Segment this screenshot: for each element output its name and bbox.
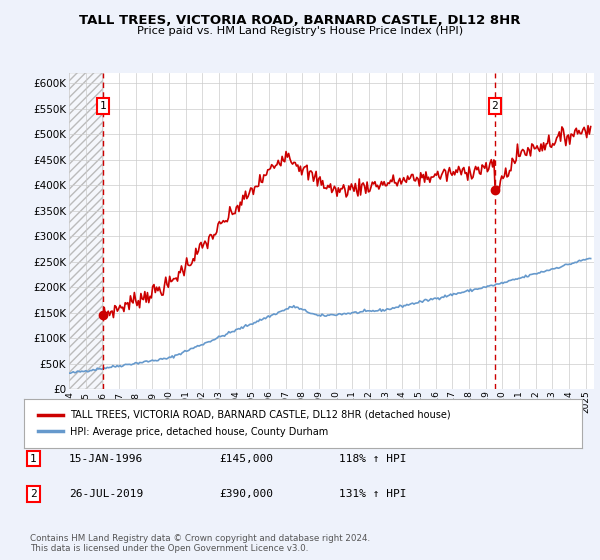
Text: 2: 2 [30, 489, 37, 499]
Text: 1: 1 [100, 101, 106, 111]
Text: 118% ↑ HPI: 118% ↑ HPI [339, 454, 407, 464]
Text: 15-JAN-1996: 15-JAN-1996 [69, 454, 143, 464]
Text: Price paid vs. HM Land Registry's House Price Index (HPI): Price paid vs. HM Land Registry's House … [137, 26, 463, 36]
Legend: TALL TREES, VICTORIA ROAD, BARNARD CASTLE, DL12 8HR (detached house), HPI: Avera: TALL TREES, VICTORIA ROAD, BARNARD CASTL… [34, 406, 455, 441]
Text: £390,000: £390,000 [219, 489, 273, 499]
Text: TALL TREES, VICTORIA ROAD, BARNARD CASTLE, DL12 8HR: TALL TREES, VICTORIA ROAD, BARNARD CASTL… [79, 14, 521, 27]
Bar [103, 73, 594, 389]
Text: 1: 1 [30, 454, 37, 464]
Bar [69, 73, 103, 389]
Text: £145,000: £145,000 [219, 454, 273, 464]
Text: 131% ↑ HPI: 131% ↑ HPI [339, 489, 407, 499]
Text: Contains HM Land Registry data © Crown copyright and database right 2024.
This d: Contains HM Land Registry data © Crown c… [30, 534, 370, 553]
Text: 2: 2 [491, 101, 499, 111]
Text: 26-JUL-2019: 26-JUL-2019 [69, 489, 143, 499]
